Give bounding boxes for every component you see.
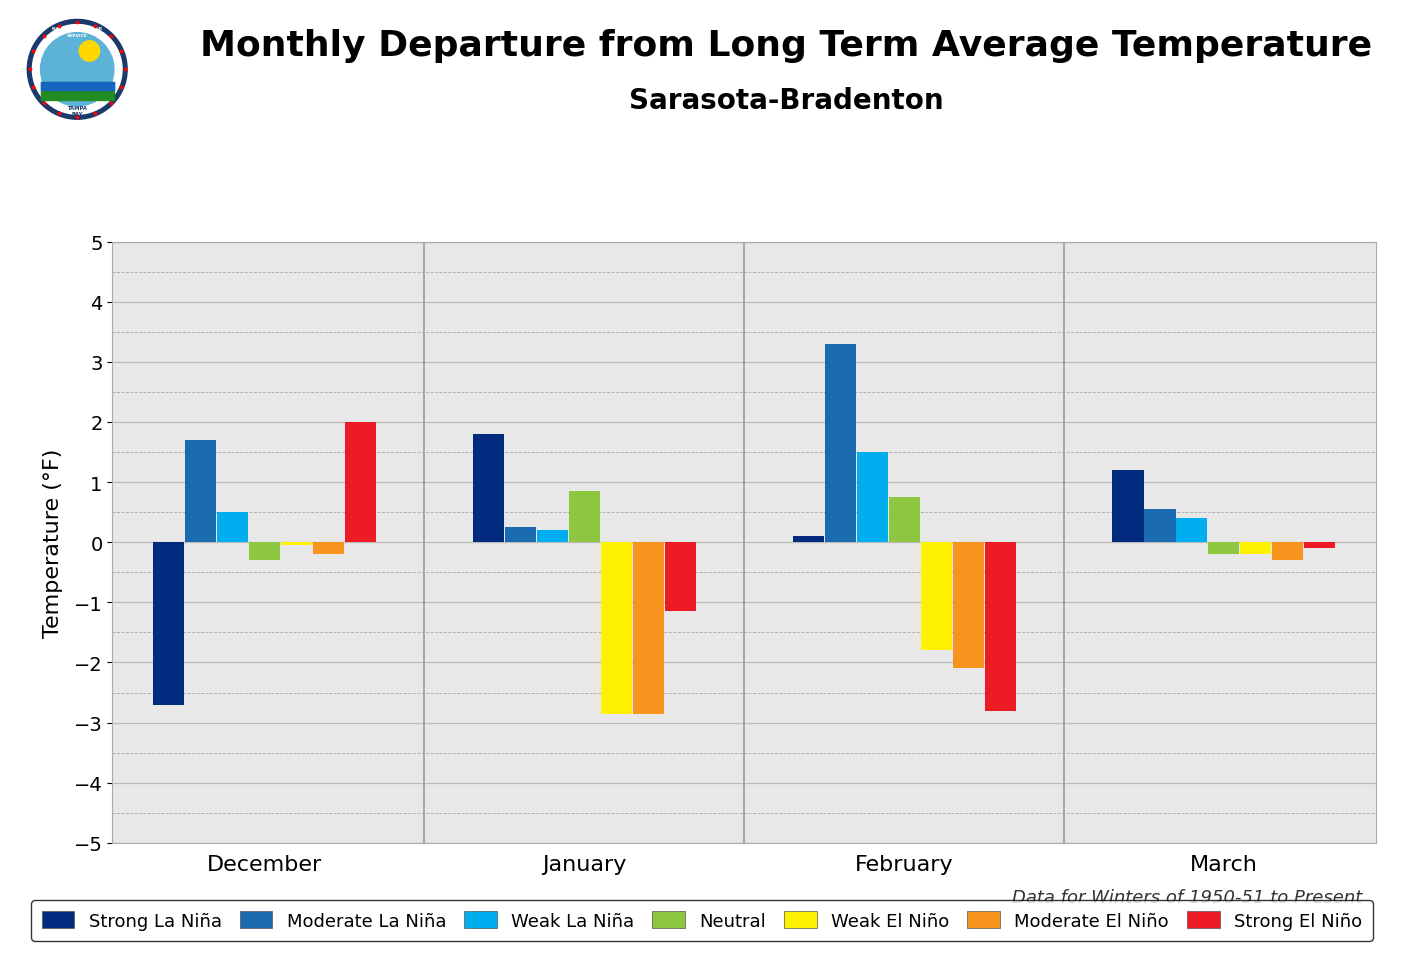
Circle shape [27, 20, 128, 120]
Bar [1144, 510, 1175, 543]
Text: Data for Winters of 1950-51 to Present: Data for Winters of 1950-51 to Present [1012, 888, 1362, 906]
Bar [185, 441, 216, 543]
Bar [952, 543, 984, 669]
Bar [633, 543, 664, 714]
Y-axis label: Temperature (°F): Temperature (°F) [42, 448, 63, 638]
Bar [1209, 543, 1240, 554]
Bar [281, 543, 312, 546]
Bar [536, 531, 567, 543]
Bar [1304, 543, 1335, 548]
Bar [313, 543, 344, 554]
Circle shape [41, 34, 114, 107]
Text: Monthly Departure from Long Term Average Temperature: Monthly Departure from Long Term Average… [201, 29, 1372, 63]
Circle shape [79, 42, 100, 62]
Circle shape [32, 25, 122, 115]
Bar [504, 528, 536, 543]
Bar [1272, 543, 1303, 561]
Text: SERVICE: SERVICE [67, 34, 87, 38]
Bar [345, 422, 376, 543]
Text: BAY: BAY [72, 112, 83, 117]
Bar [473, 434, 504, 543]
Bar [216, 513, 247, 543]
Text: NATIONAL WEATHER: NATIONAL WEATHER [52, 27, 102, 31]
Bar [601, 543, 632, 714]
Bar [664, 543, 695, 611]
Bar [889, 498, 920, 543]
Bar [984, 543, 1015, 711]
Bar [249, 543, 279, 561]
Polygon shape [41, 82, 114, 101]
Bar [856, 453, 887, 543]
Bar [1241, 543, 1272, 554]
Text: Sarasota-Bradenton: Sarasota-Bradenton [629, 87, 943, 115]
Bar [1112, 471, 1143, 543]
Legend: Strong La Niña, Moderate La Niña, Weak La Niña, Neutral, Weak El Niño, Moderate : Strong La Niña, Moderate La Niña, Weak L… [31, 900, 1373, 941]
Bar [921, 543, 952, 651]
Polygon shape [41, 82, 114, 91]
Bar [569, 491, 600, 543]
Bar [1177, 518, 1207, 543]
Text: TAMPA: TAMPA [67, 106, 87, 110]
Bar [153, 543, 184, 704]
Bar [793, 537, 824, 543]
Bar [824, 344, 855, 543]
